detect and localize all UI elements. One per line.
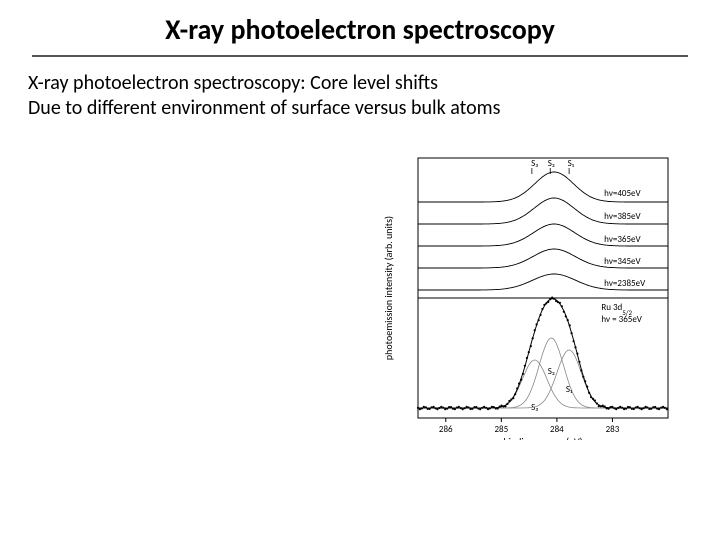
svg-text:S₃: S₃ [531, 158, 538, 169]
svg-text:hν = 365eV: hν = 365eV [601, 314, 642, 325]
svg-text:S₁: S₁ [566, 384, 573, 395]
body-line-2: Due to different environment of surface … [28, 96, 692, 121]
svg-text:S₂: S₂ [548, 158, 555, 169]
svg-text:photoemission intensity (arb.: photoemission intensity (arb. units) [382, 216, 395, 360]
xps-spectrum-svg: 283 284 285 286 binding energy (eV) photoemis… [380, 150, 680, 440]
svg-text:S₁: S₁ [568, 158, 575, 169]
body-line-1: X-ray photoelectron spectroscopy: Core l… [28, 71, 692, 96]
svg-text:285: 285 [494, 424, 508, 435]
svg-text:283: 283 [606, 424, 620, 435]
page-title: X-ray photoelectron spectroscopy [0, 0, 720, 55]
svg-text:hν=405eV: hν=405eV [604, 188, 641, 199]
svg-text:hν=2385eV: hν=2385eV [604, 278, 646, 289]
svg-text:S₂: S₂ [548, 366, 555, 377]
svg-text:hν=345eV: hν=345eV [604, 256, 641, 267]
svg-text:284: 284 [550, 424, 564, 435]
svg-text:hν=385eV: hν=385eV [604, 211, 641, 222]
body-text: X-ray photoelectron spectroscopy: Core l… [0, 71, 720, 121]
svg-text:hν=365eV: hν=365eV [604, 234, 641, 245]
title-underline [32, 55, 688, 57]
svg-text:286: 286 [439, 424, 453, 435]
xps-spectrum-figure: 283 284 285 286 binding energy (eV) photoemis… [380, 150, 680, 440]
svg-text:binding energy (eV): binding energy (eV) [503, 435, 582, 440]
